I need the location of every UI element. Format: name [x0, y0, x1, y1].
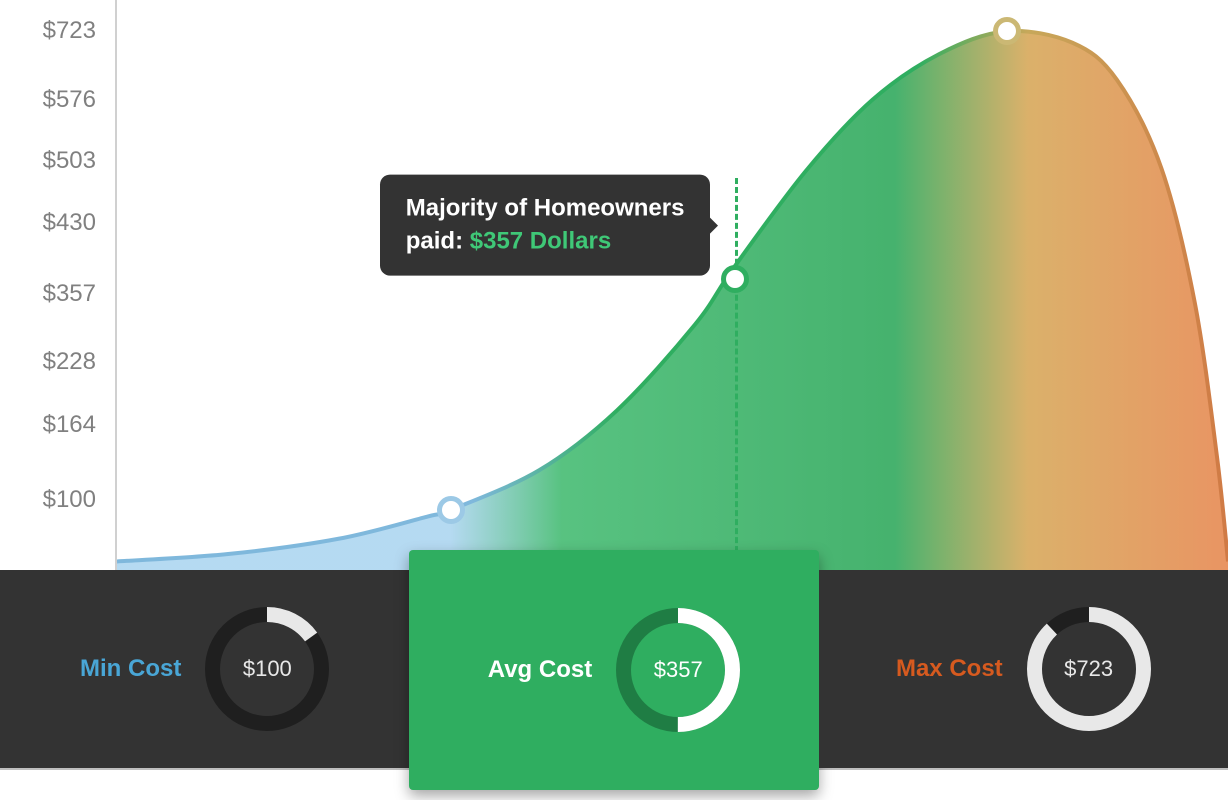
marker-min: [437, 496, 465, 524]
plot-region: Majority of Homeowners paid: $357 Dollar…: [115, 0, 1228, 570]
cost-card-avg-value: $357: [616, 608, 740, 732]
cost-card-max-value: $723: [1027, 607, 1151, 731]
y-axis-tick: $100: [0, 486, 110, 514]
y-axis-tick: $164: [0, 411, 110, 439]
cost-card-avg-label: Avg Cost: [488, 656, 592, 684]
marker-avg: [721, 265, 749, 293]
cost-card-min-donut: $100: [205, 607, 329, 731]
y-axis-tick: $723: [0, 17, 110, 45]
cost-card-min-value: $100: [205, 607, 329, 731]
cost-card-max-label: Max Cost: [896, 655, 1003, 683]
y-axis-tick: $228: [0, 348, 110, 376]
cost-card-min-label: Min Cost: [80, 655, 181, 683]
tooltip-amount: $357: [470, 227, 523, 254]
y-axis-tick: $576: [0, 86, 110, 114]
marker-max: [993, 17, 1021, 45]
cost-card-max-donut: $723: [1027, 607, 1151, 731]
cost-card-avg: Avg Cost $357: [409, 550, 818, 790]
avg-tooltip: Majority of Homeowners paid: $357 Dollar…: [380, 175, 711, 276]
tooltip-line1: Majority of Homeowners: [406, 193, 685, 225]
cost-distribution-chart: $723 $576 $503 $430 $357 $228 $164 $100 Majorit…: [0, 0, 1228, 570]
y-axis-tick: $430: [0, 209, 110, 237]
cost-card-max: Max Cost $723: [819, 570, 1228, 768]
y-axis-tick: $357: [0, 280, 110, 308]
y-axis-tick: $503: [0, 147, 110, 175]
cost-card-avg-donut: $357: [616, 608, 740, 732]
cost-summary-cards: Min Cost $100 Avg Cost $357 Max Cost $723: [0, 570, 1228, 770]
avg-guide-line: [735, 178, 738, 570]
tooltip-suffix: Dollars: [523, 227, 611, 254]
tooltip-prefix: paid:: [406, 227, 470, 254]
cost-card-min: Min Cost $100: [0, 570, 409, 768]
